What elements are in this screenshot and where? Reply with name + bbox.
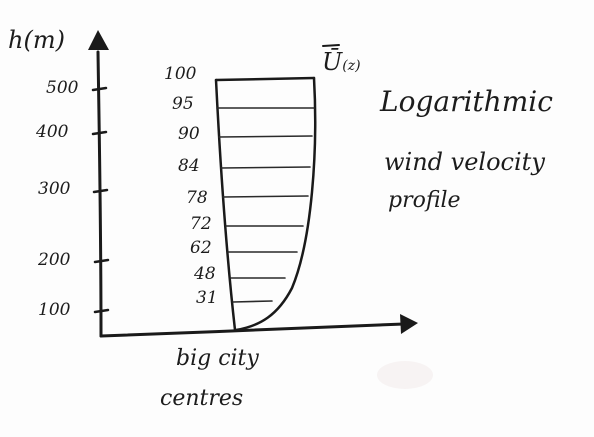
diagram-title-line-1: Logarithmic <box>380 85 553 118</box>
velocity-subscript: (z) <box>342 58 361 74</box>
velocity-line-90 <box>218 135 313 138</box>
velocity-value-100: 100 <box>164 64 197 84</box>
velocity-value-62: 62 <box>190 238 212 258</box>
velocity-line-84 <box>220 166 311 169</box>
profile-base-line <box>214 78 237 332</box>
velocity-symbol: Ū <box>322 48 343 76</box>
log-profile-curve <box>234 76 317 332</box>
y-tick-label-500: 500 <box>46 78 79 98</box>
y-tick-marks <box>91 86 110 314</box>
diagram-title-line-3: profile <box>388 188 461 213</box>
terrain-label-line-1: big city <box>176 346 259 371</box>
diagram-title-line-2: wind velocity <box>384 148 545 176</box>
y-tick-label-400: 400 <box>36 122 69 142</box>
velocity-line-78 <box>222 195 309 198</box>
velocity-value-95: 95 <box>172 94 194 114</box>
y-tick-label-100: 100 <box>38 300 71 320</box>
velocity-value-72: 72 <box>190 214 212 234</box>
velocity-value-31: 31 <box>196 288 218 308</box>
y-axis-label: h(m) <box>8 26 65 54</box>
u-overbar <box>322 44 340 47</box>
y-tick-label-300: 300 <box>38 179 71 199</box>
y-axis-arrowhead <box>88 30 109 50</box>
velocity-value-48: 48 <box>194 264 216 284</box>
x-axis-arrowhead <box>400 314 418 334</box>
y-tick-label-200: 200 <box>38 250 71 270</box>
x-axis <box>99 322 406 338</box>
velocity-line-31 <box>232 300 273 303</box>
velocity-axis-label: Ū(z) <box>322 50 361 74</box>
y-axis <box>96 50 103 338</box>
velocity-value-84: 84 <box>178 156 200 176</box>
velocity-hatch-lines <box>216 107 315 303</box>
velocity-value-78: 78 <box>186 188 208 208</box>
profile-top-line <box>214 76 316 82</box>
paper-smudge <box>377 361 433 389</box>
terrain-label-line-2: centres <box>160 386 244 411</box>
velocity-value-90: 90 <box>178 124 200 144</box>
